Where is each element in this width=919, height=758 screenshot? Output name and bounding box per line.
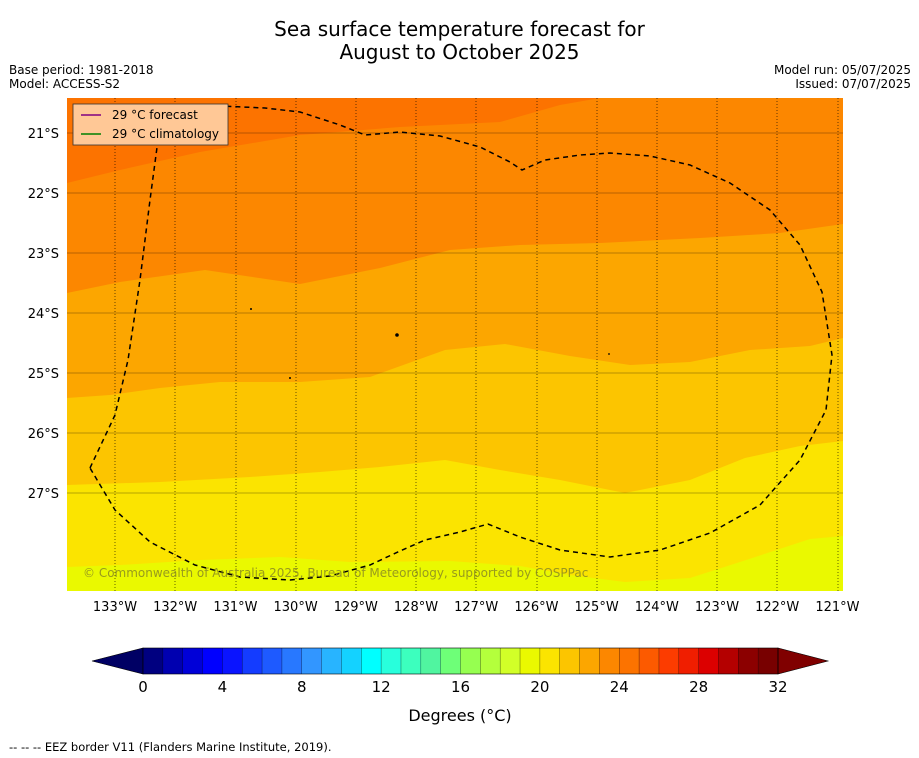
colorbar-tick-label: 12 [372,678,391,696]
lat-label: 24°S [28,307,59,322]
colorbar-segment [500,648,521,674]
colorbar-segment [718,648,739,674]
band-24 [67,536,843,591]
colorbar-label: Degrees (°C) [408,706,511,725]
lat-label: 23°S [28,247,59,262]
colorbar-segment [182,648,203,674]
map-area: © Commonwealth of Australia 2025, Bureau… [67,98,843,591]
colorbar-tick-label: 16 [451,678,470,696]
colorbar-segment [202,648,223,674]
colorbar-under-arrow [91,647,144,675]
legend-climatology-label: 29 °C climatology [112,127,219,141]
lon-label: 128°W [394,600,438,615]
latitude-labels: 21°S 22°S 23°S 24°S 25°S 26°S 27°S [28,127,59,502]
run-info-left: Base period: 1981-2018 Model: ACCESS-S2 [9,63,154,91]
base-period: Base period: 1981-2018 [9,63,154,77]
islands [250,308,610,379]
issued-date: Issued: 07/07/2025 [795,77,911,91]
colorbar-segment [162,648,183,674]
lon-label: 130°W [274,600,318,615]
lat-label: 27°S [28,487,59,502]
colorbar-segment [599,648,620,674]
colorbar-segment [619,648,640,674]
lat-label: 22°S [28,187,59,202]
colorbar-segment [539,648,561,674]
lon-label: 126°W [514,600,558,615]
colorbar-segment [559,648,580,674]
longitude-labels: 133°W 132°W 131°W 130°W 129°W 128°W 127°W 126°W… [93,600,860,615]
colorbar-segment [639,648,660,674]
colorbar-tick-label: 4 [218,678,228,696]
lon-label: 125°W [575,600,619,615]
lon-label: 131°W [213,600,257,615]
title-line-2: August to October 2025 [339,40,580,64]
run-info-right: Model run: 05/07/2025 Issued: 07/07/2025 [774,63,911,91]
colorbar-segment [658,648,680,674]
colorbar-segment [520,648,541,674]
colorbar-segment [678,648,699,674]
colorbar-segment [222,648,243,674]
eez-footnote: -- -- -- EEZ border V11 (Flanders Marine… [9,740,332,754]
colorbar-tick-label: 20 [530,678,549,696]
colorbar-segment [579,648,600,674]
title-line-1: Sea surface temperature forecast for [274,17,645,41]
lon-label: 124°W [635,600,679,615]
lon-label: 122°W [755,600,799,615]
legend-box: 29 °C forecast 29 °C climatology [72,103,229,146]
colorbar-segment [758,648,779,674]
colorbar-segment [242,648,263,674]
colorbar-segment [440,648,461,674]
model-run-date: Model run: 05/07/2025 [773,63,911,77]
colorbar-segment [341,648,362,674]
colorbar-segment [420,648,441,674]
colorbar-tick-label: 32 [768,678,787,696]
colorbar-tick-label: 24 [610,678,629,696]
copyright-text: © Commonwealth of Australia 2025, Bureau… [83,566,588,580]
colorbar-tick-label: 28 [689,678,708,696]
colorbar-segment [281,648,303,674]
lat-label: 21°S [28,127,59,142]
colorbar-segment [361,648,382,674]
lat-label: 26°S [28,427,59,442]
colorbar-segment [262,648,283,674]
colorbar-segment [301,648,322,674]
lon-label: 123°W [695,600,739,615]
chart-title: Sea surface temperature forecast for Aug… [0,18,919,64]
colorbar-segment [738,648,759,674]
band-25 [67,441,843,591]
colorbar-segment [400,648,422,674]
lon-label: 129°W [334,600,378,615]
colorbar-segment [143,648,164,674]
lon-label: 127°W [454,600,498,615]
colorbar-segment [321,648,342,674]
legend-forecast-label: 29 °C forecast [112,108,198,122]
colorbar-segment [698,648,719,674]
lat-label: 25°S [28,367,59,382]
eez-border [89,105,833,581]
colorbar-segment [381,648,402,674]
colorbar-tick-label: 8 [297,678,307,696]
lon-label: 121°W [815,600,859,615]
colorbar: 0 4 8 12 16 20 24 28 32 [91,647,830,696]
colorbar-segment [480,648,501,674]
colorbar-tick-label: 0 [138,678,148,696]
lon-label: 132°W [153,600,197,615]
model-name: Model: ACCESS-S2 [9,77,121,91]
longitude-gridlines [114,98,839,591]
lon-label: 133°W [93,600,137,615]
colorbar-segment [460,648,481,674]
colorbar-over-arrow [777,647,830,675]
